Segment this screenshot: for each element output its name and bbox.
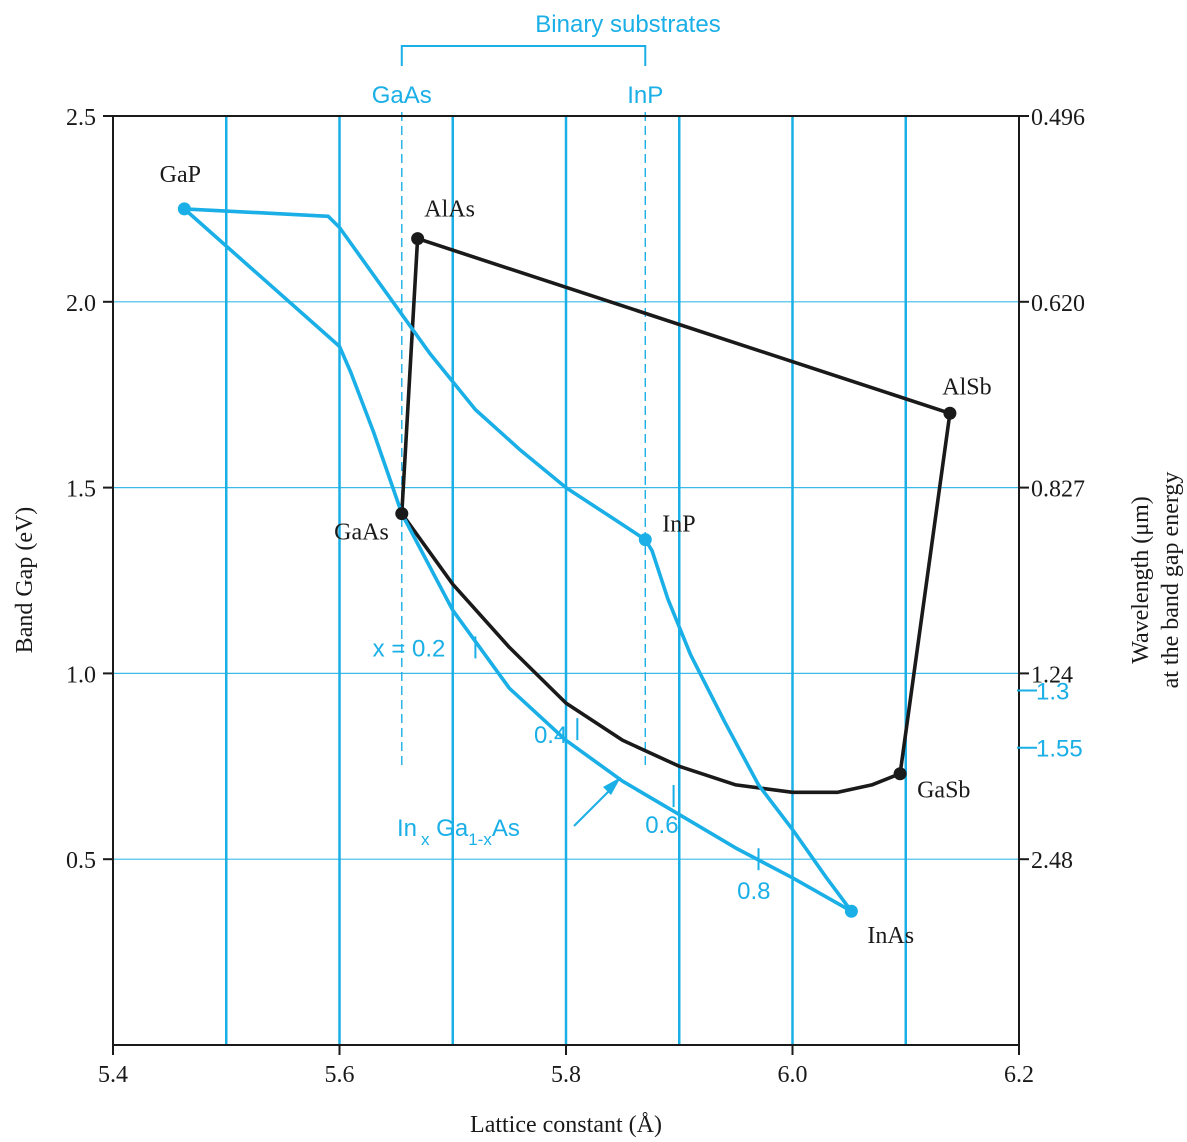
substrates-bracket: [400, 45, 647, 66]
point-label: AlSb: [942, 374, 991, 400]
alloy-label-in: In: [397, 815, 417, 842]
black-alloy-curve: [399, 236, 420, 516]
point-label: InAs: [867, 923, 914, 949]
substrate-label: InP: [627, 82, 663, 109]
y2-axis-title-line1: Wavelength (μm): [1128, 496, 1154, 664]
grid-layer: [113, 112, 1019, 1045]
y2-tick-label-blue: 1.3: [1036, 678, 1069, 705]
y2-tick-label: 0.496: [1031, 105, 1085, 131]
x-tick-label: 6.0: [778, 1062, 808, 1088]
alloy-arrow-head: [603, 777, 621, 795]
y2-tick-label: 2.48: [1031, 848, 1073, 874]
y-tick-label: 0.5: [66, 848, 96, 874]
alloy-label: In x Ga1-xAs: [397, 815, 520, 849]
y2-axis-title-line2: at the band gap energy: [1158, 472, 1184, 689]
blue-alloy-curve: [643, 537, 854, 914]
alloy-arrow-shaft: [573, 785, 615, 827]
y-axis-title: Band Gap (eV): [12, 507, 38, 654]
substrate-label: GaAs: [372, 82, 432, 109]
data-point: [893, 767, 907, 781]
substrates-title: Binary substrates: [535, 11, 720, 38]
point-label: GaP: [160, 162, 201, 188]
data-point: [844, 904, 858, 918]
data-point: [638, 533, 652, 547]
y-tick-label: 1.0: [66, 662, 96, 688]
data-point: [411, 232, 425, 246]
blue-alloy-curve: [182, 207, 648, 542]
data-point: [943, 406, 957, 420]
point-label: InP: [662, 512, 695, 538]
composition-label: 0.4: [534, 722, 567, 749]
axis-layer: 5.4 5.6 5.8 6.0 6.2 0.5 1.0 1.5 2.0 2.5 0.496 0.620…: [66, 105, 1085, 1088]
black-alloy-curve: [898, 411, 952, 776]
data-point: [177, 202, 191, 216]
x-axis-title: Lattice constant (Å): [470, 1112, 662, 1138]
black-alloy-curve: [415, 236, 952, 416]
alloy-label-sub-x: x: [421, 830, 430, 849]
alloy-label-ga: Ga: [430, 815, 469, 842]
blue-alloy-curve: [182, 207, 854, 914]
data-point: [395, 507, 409, 521]
y-tick-label: 2.5: [66, 105, 96, 131]
alloy-label-as: As: [492, 815, 520, 842]
y-tick-label: 2.0: [66, 291, 96, 317]
alloy-label-sub-1x: 1-x: [468, 830, 492, 849]
point-label: GaSb: [917, 778, 970, 804]
composition-label: x = 0.2: [373, 635, 446, 662]
point-label: GaAs: [334, 520, 389, 546]
x-tick-label: 6.2: [1004, 1062, 1034, 1088]
point-label: AlAs: [424, 197, 475, 223]
y-tick-label: 1.5: [66, 477, 96, 503]
y2-tick-label: 1.24: [1031, 662, 1073, 688]
y2-tick-label: 0.827: [1031, 477, 1085, 503]
x-tick-label: 5.6: [325, 1062, 355, 1088]
composition-label: 0.6: [645, 812, 678, 839]
composition-label: 0.8: [737, 878, 770, 905]
marker-layer: [177, 202, 957, 918]
black-alloy-curve: [399, 511, 902, 795]
curve-layer: [182, 207, 952, 914]
x-tick-label: 5.8: [551, 1062, 581, 1088]
y2-tick-label-blue: 1.55: [1036, 736, 1083, 763]
y2-tick-label: 0.620: [1031, 291, 1085, 317]
x-tick-label: 5.4: [98, 1062, 128, 1088]
